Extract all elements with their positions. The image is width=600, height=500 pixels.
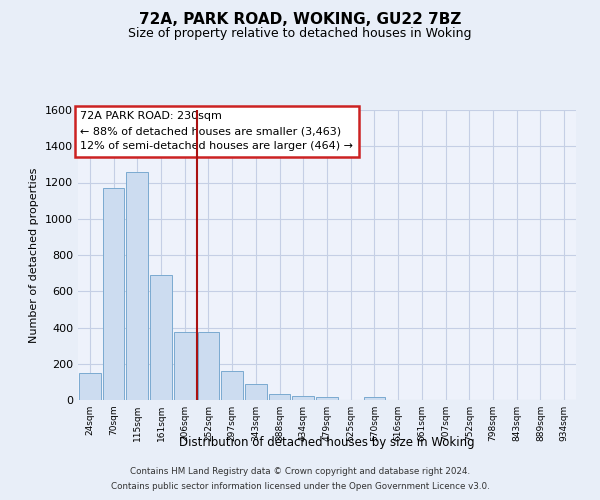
- Bar: [103, 188, 124, 400]
- Bar: [174, 332, 196, 400]
- Text: Size of property relative to detached houses in Woking: Size of property relative to detached ho…: [128, 28, 472, 40]
- Text: Distribution of detached houses by size in Woking: Distribution of detached houses by size …: [179, 436, 475, 449]
- Bar: [316, 398, 338, 400]
- Bar: [269, 394, 290, 400]
- Bar: [127, 172, 148, 400]
- Bar: [79, 373, 101, 400]
- Bar: [245, 384, 267, 400]
- Bar: [292, 396, 314, 400]
- Text: Contains public sector information licensed under the Open Government Licence v3: Contains public sector information licen…: [110, 482, 490, 491]
- Text: 72A, PARK ROAD, WOKING, GU22 7BZ: 72A, PARK ROAD, WOKING, GU22 7BZ: [139, 12, 461, 28]
- Bar: [364, 398, 385, 400]
- Bar: [221, 371, 243, 400]
- Text: Contains HM Land Registry data © Crown copyright and database right 2024.: Contains HM Land Registry data © Crown c…: [130, 467, 470, 476]
- Y-axis label: Number of detached properties: Number of detached properties: [29, 168, 40, 342]
- Bar: [197, 332, 220, 400]
- Bar: [150, 275, 172, 400]
- Text: 72A PARK ROAD: 230sqm
← 88% of detached houses are smaller (3,463)
12% of semi-d: 72A PARK ROAD: 230sqm ← 88% of detached …: [80, 112, 353, 151]
